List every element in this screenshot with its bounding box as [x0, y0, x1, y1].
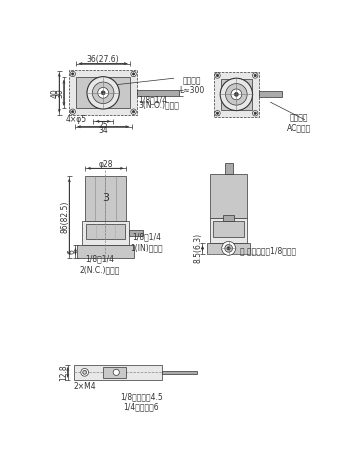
- Text: （ ）内寸法は1/8を示す: （ ）内寸法は1/8を示す: [240, 246, 296, 255]
- Circle shape: [227, 247, 230, 250]
- Bar: [221, 79, 252, 110]
- Text: 34: 34: [98, 126, 108, 135]
- Bar: [137, 90, 179, 96]
- Text: 8.5(6.3): 8.5(6.3): [193, 233, 202, 263]
- Circle shape: [72, 73, 74, 75]
- Circle shape: [226, 84, 247, 105]
- Text: 40: 40: [51, 88, 60, 98]
- Circle shape: [216, 112, 219, 114]
- Bar: [210, 174, 247, 219]
- Circle shape: [113, 369, 119, 375]
- Circle shape: [132, 110, 135, 113]
- Bar: [129, 230, 143, 236]
- Circle shape: [216, 75, 219, 76]
- Text: 整流素子
ACタイプ: 整流素子 ACタイプ: [287, 113, 311, 133]
- Circle shape: [92, 82, 114, 104]
- Bar: [76, 77, 130, 108]
- Text: 3(N.O.)ボート: 3(N.O.)ボート: [139, 100, 180, 109]
- Circle shape: [72, 110, 74, 113]
- Bar: [259, 91, 282, 97]
- Bar: [225, 163, 232, 174]
- Circle shape: [220, 78, 253, 110]
- Circle shape: [215, 110, 220, 116]
- Bar: [77, 245, 134, 258]
- Text: 1/8，1/4
2(N.C.)ボート: 1/8，1/4 2(N.C.)ボート: [79, 255, 119, 274]
- Text: 1/8，1/4
1(IN)ボート: 1/8，1/4 1(IN)ボート: [130, 233, 163, 252]
- Text: 36(27.6): 36(27.6): [87, 55, 119, 64]
- Text: 4×φ5: 4×φ5: [65, 115, 86, 124]
- Text: リード線
L≈300: リード線 L≈300: [179, 76, 205, 95]
- Circle shape: [81, 369, 89, 376]
- Bar: [69, 70, 137, 115]
- Circle shape: [254, 75, 256, 76]
- Circle shape: [70, 71, 76, 76]
- Circle shape: [222, 242, 236, 255]
- Bar: [85, 176, 126, 220]
- Bar: [213, 221, 244, 237]
- Circle shape: [215, 73, 220, 78]
- Circle shape: [132, 73, 135, 75]
- Circle shape: [131, 109, 136, 114]
- Circle shape: [70, 109, 76, 114]
- Bar: [207, 243, 250, 254]
- Bar: [210, 219, 247, 243]
- Text: 1/8，1/4: 1/8，1/4: [139, 95, 168, 104]
- Circle shape: [83, 371, 86, 374]
- Bar: [223, 215, 234, 220]
- Text: 6: 6: [67, 249, 76, 254]
- Bar: [82, 220, 130, 245]
- Bar: [103, 367, 126, 378]
- Circle shape: [101, 91, 105, 95]
- Bar: [214, 72, 259, 117]
- Text: 30: 30: [56, 88, 64, 98]
- Circle shape: [225, 244, 232, 252]
- Bar: [162, 371, 197, 374]
- Circle shape: [231, 89, 242, 100]
- Bar: [74, 365, 162, 380]
- Text: 1/8：ねじ深4.5
1/4：ねじ深6: 1/8：ねじ深4.5 1/4：ねじ深6: [120, 392, 163, 412]
- Circle shape: [234, 93, 238, 96]
- Text: 2×M4: 2×M4: [74, 382, 96, 391]
- Circle shape: [254, 112, 256, 114]
- Text: φ28: φ28: [98, 160, 113, 169]
- Text: 3: 3: [102, 194, 109, 203]
- Text: 25: 25: [98, 121, 108, 130]
- Circle shape: [87, 76, 119, 109]
- Circle shape: [98, 87, 108, 98]
- Circle shape: [131, 71, 136, 76]
- Text: 86(82.5): 86(82.5): [60, 201, 69, 233]
- Circle shape: [253, 110, 258, 116]
- Bar: [86, 224, 125, 239]
- Circle shape: [253, 73, 258, 78]
- Text: 12.8: 12.8: [60, 364, 68, 380]
